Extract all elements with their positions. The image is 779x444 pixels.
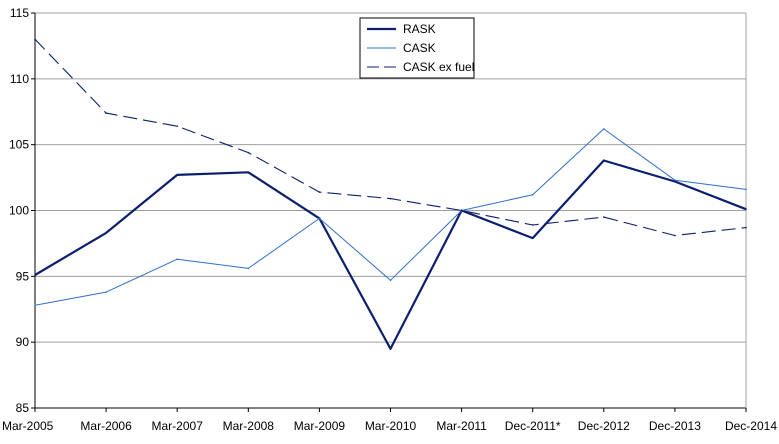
x-tick-label: Dec-2012 xyxy=(578,419,630,433)
x-tick-label: Mar-2011 xyxy=(436,419,487,433)
data-point xyxy=(531,193,534,196)
y-tick-label: 100 xyxy=(9,204,29,218)
data-point xyxy=(105,112,107,114)
data-point xyxy=(318,191,321,193)
x-tick-label: Dec-2013 xyxy=(649,419,701,433)
x-tick-label: Mar-2006 xyxy=(80,419,132,433)
data-point xyxy=(176,258,178,261)
series-lines xyxy=(34,38,747,350)
data-point xyxy=(34,38,36,41)
y-tick-label: 115 xyxy=(10,6,29,20)
data-point xyxy=(674,234,676,237)
data-point xyxy=(389,197,392,200)
y-tick-label: 105 xyxy=(9,138,29,152)
legend-label: RASK xyxy=(403,22,436,36)
y-tick-label: 90 xyxy=(16,335,30,349)
data-point xyxy=(34,274,36,276)
data-point xyxy=(176,174,178,176)
legend: RASK CASK CASK ex fuel xyxy=(359,17,475,79)
data-point xyxy=(247,171,250,174)
data-point xyxy=(603,216,605,218)
data-point xyxy=(603,128,605,130)
data-point xyxy=(176,125,178,128)
x-tick-label: Dec-2014 xyxy=(725,419,777,433)
data-point xyxy=(389,279,392,282)
gridlines xyxy=(35,12,746,343)
data-point xyxy=(603,159,605,162)
data-point xyxy=(531,237,534,239)
data-point xyxy=(674,179,676,182)
data-point xyxy=(105,232,107,234)
data-point xyxy=(745,208,747,210)
series-line-cask xyxy=(34,128,747,306)
data-point xyxy=(674,180,676,183)
axes xyxy=(31,12,747,412)
data-point xyxy=(105,291,107,293)
y-tick-label: 110 xyxy=(10,72,29,86)
data-point xyxy=(247,151,250,154)
data-point xyxy=(389,347,392,350)
x-tick-label: Mar-2010 xyxy=(365,419,417,433)
data-point xyxy=(531,224,534,226)
data-point xyxy=(34,304,36,307)
data-point xyxy=(745,226,747,229)
legend-label: CASK ex fuel xyxy=(403,60,474,74)
legend-label: CASK xyxy=(403,41,436,55)
y-tick-labels: 85 90 95 100 105 110 115 xyxy=(9,6,29,415)
x-tick-labels: Mar-2005 Mar-2006 Mar-2007 Mar-2008 Mar-2009… xyxy=(2,419,777,433)
data-point xyxy=(318,217,321,220)
data-point xyxy=(247,267,250,270)
x-tick-label: Mar-2005 xyxy=(2,419,54,433)
x-tick-label: Mar-2008 xyxy=(223,419,275,433)
y-tick-label: 95 xyxy=(16,269,30,283)
data-point xyxy=(460,209,463,212)
series-line-rask xyxy=(34,159,747,350)
x-tick-label: Dec-2011* xyxy=(505,419,561,433)
x-tick-label: Mar-2009 xyxy=(294,419,346,433)
x-tick-label: Mar-2007 xyxy=(152,419,204,433)
y-tick-label: 85 xyxy=(16,401,30,415)
data-point xyxy=(745,188,747,191)
